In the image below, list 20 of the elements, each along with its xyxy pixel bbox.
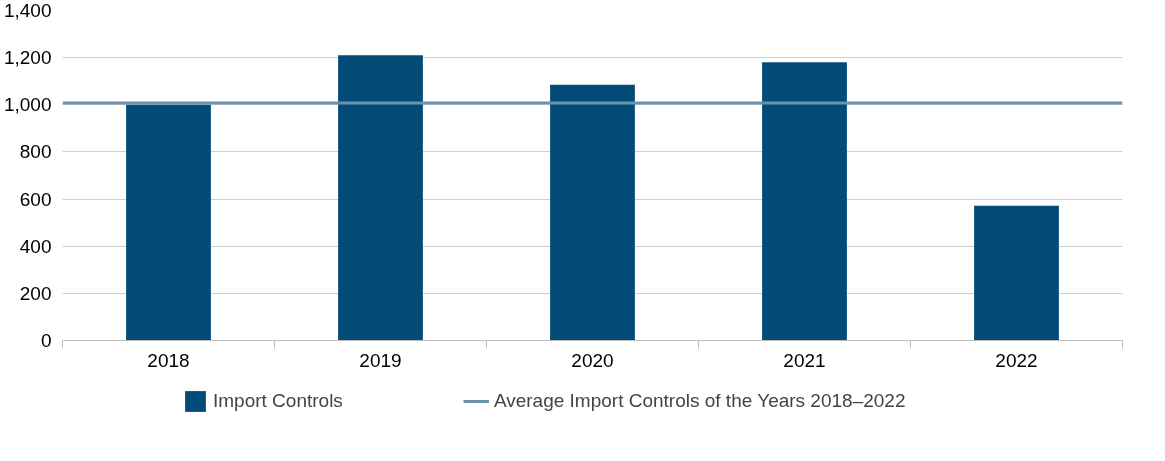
y-tick-label: 1,200: [3, 47, 52, 69]
y-tick-label: 1,400: [3, 0, 52, 21]
bar: [974, 205, 1059, 341]
bar: [762, 62, 847, 341]
x-tick-label: 2022: [995, 349, 1038, 371]
legend-label: Average Import Controls of the Years 2018–2022: [493, 390, 906, 412]
bar: [126, 104, 211, 341]
x-tick-label: 2018: [147, 349, 190, 371]
y-tick-label: 800: [19, 141, 52, 163]
bar: [550, 84, 635, 341]
x-tick-label: 2021: [783, 349, 826, 371]
y-tick-label: 400: [19, 235, 52, 257]
legend-label: Import Controls: [213, 390, 343, 412]
y-tick-label: 600: [19, 188, 52, 210]
y-tick-label: 0: [40, 330, 52, 351]
x-tick-label: 2019: [359, 349, 402, 371]
x-tick-label: 2020: [571, 349, 614, 371]
bar: [338, 55, 423, 341]
y-tick-label: 1,000: [3, 94, 52, 116]
y-tick-label: 200: [19, 282, 52, 304]
